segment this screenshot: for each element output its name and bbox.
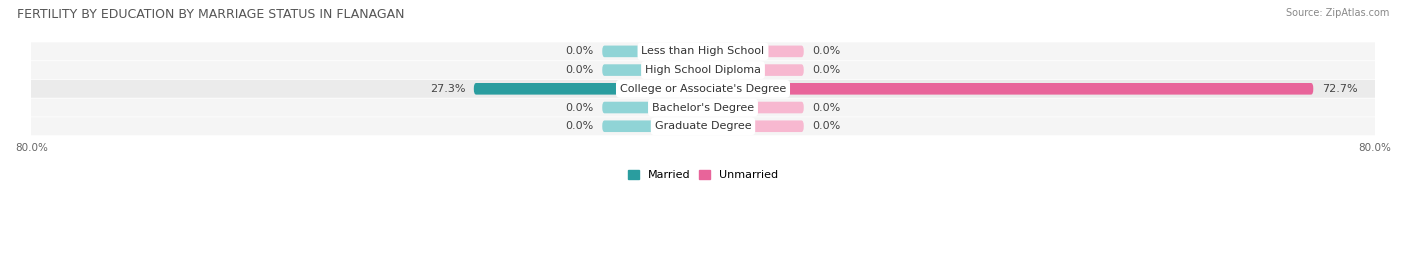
FancyBboxPatch shape <box>602 64 703 76</box>
Text: 0.0%: 0.0% <box>565 102 593 112</box>
FancyBboxPatch shape <box>27 117 1379 135</box>
FancyBboxPatch shape <box>602 121 703 132</box>
Text: 0.0%: 0.0% <box>565 46 593 56</box>
Text: 0.0%: 0.0% <box>813 102 841 112</box>
FancyBboxPatch shape <box>27 43 1379 60</box>
Text: 0.0%: 0.0% <box>813 121 841 131</box>
Text: College or Associate's Degree: College or Associate's Degree <box>620 84 786 94</box>
FancyBboxPatch shape <box>703 83 1313 95</box>
FancyBboxPatch shape <box>703 121 804 132</box>
FancyBboxPatch shape <box>703 45 804 57</box>
Text: 27.3%: 27.3% <box>430 84 465 94</box>
FancyBboxPatch shape <box>703 102 804 113</box>
Text: 0.0%: 0.0% <box>813 46 841 56</box>
Text: 0.0%: 0.0% <box>565 121 593 131</box>
Text: Source: ZipAtlas.com: Source: ZipAtlas.com <box>1285 8 1389 18</box>
Text: 0.0%: 0.0% <box>813 65 841 75</box>
FancyBboxPatch shape <box>703 64 804 76</box>
Text: 72.7%: 72.7% <box>1322 84 1357 94</box>
Text: 0.0%: 0.0% <box>565 65 593 75</box>
Text: Graduate Degree: Graduate Degree <box>655 121 751 131</box>
FancyBboxPatch shape <box>474 83 703 95</box>
Legend: Married, Unmarried: Married, Unmarried <box>623 165 783 185</box>
FancyBboxPatch shape <box>27 80 1379 98</box>
FancyBboxPatch shape <box>602 102 703 113</box>
FancyBboxPatch shape <box>602 45 703 57</box>
Text: Less than High School: Less than High School <box>641 46 765 56</box>
Text: Bachelor's Degree: Bachelor's Degree <box>652 102 754 112</box>
FancyBboxPatch shape <box>27 98 1379 116</box>
Text: FERTILITY BY EDUCATION BY MARRIAGE STATUS IN FLANAGAN: FERTILITY BY EDUCATION BY MARRIAGE STATU… <box>17 8 405 21</box>
FancyBboxPatch shape <box>27 61 1379 79</box>
Text: High School Diploma: High School Diploma <box>645 65 761 75</box>
